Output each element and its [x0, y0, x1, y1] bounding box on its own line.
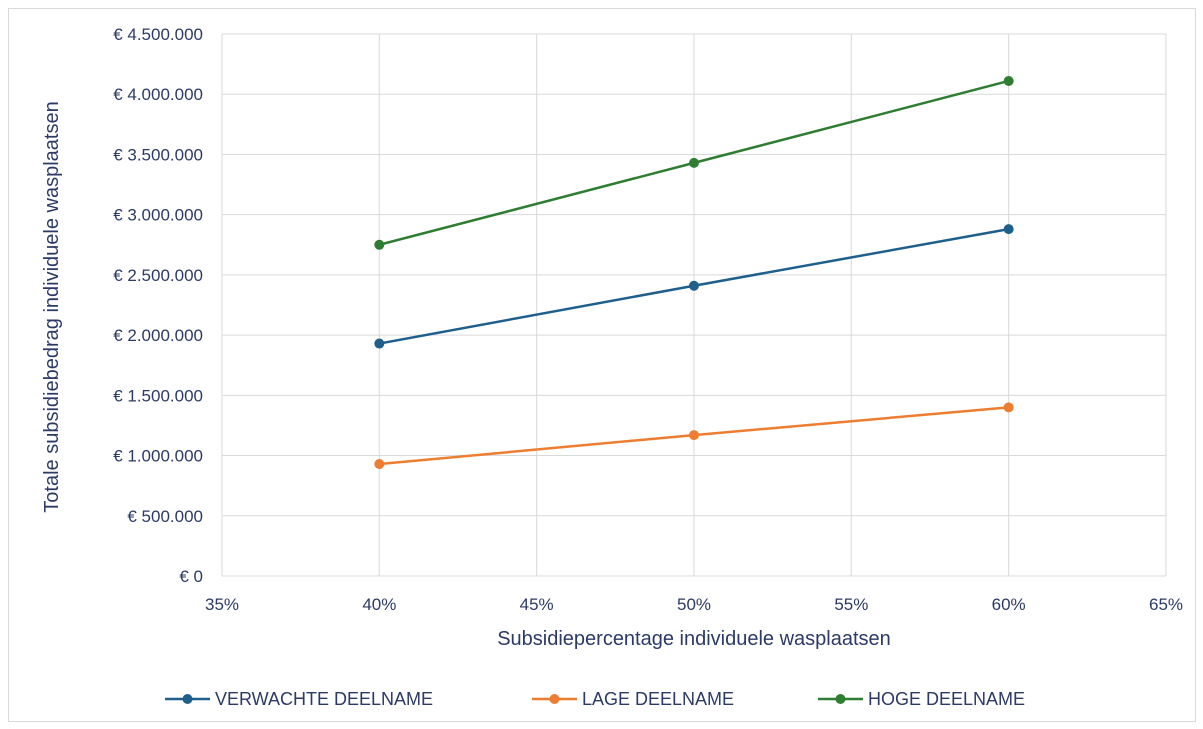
data-point — [1003, 224, 1014, 235]
y-tick-label: € 2.000.000 — [113, 326, 203, 345]
legend-label: VERWACHTE DEELNAME — [215, 689, 433, 709]
data-point — [1003, 75, 1014, 86]
y-axis-ticks: € 0 € 500.000 € 1.000.000 € 1.500.000 € 2.00… — [113, 25, 203, 586]
y-tick-label: € 0 — [179, 567, 203, 586]
data-point — [1003, 402, 1014, 413]
legend: VERWACHTE DEELNAME LAGE DEELNAME HOGE DEEL… — [165, 689, 1025, 709]
y-tick-label: € 2.500.000 — [113, 266, 203, 285]
legend-item: LAGE DEELNAME — [532, 689, 734, 709]
x-tick-label: 65% — [1149, 595, 1183, 614]
x-tick-label: 35% — [205, 595, 239, 614]
y-tick-label: € 4.000.000 — [113, 85, 203, 104]
legend-marker — [835, 694, 846, 704]
y-tick-label: € 1.000.000 — [113, 447, 203, 466]
y-tick-label: € 3.500.000 — [113, 145, 203, 164]
x-tick-label: 45% — [520, 595, 554, 614]
y-tick-label: € 4.500.000 — [113, 25, 203, 44]
legend-label: HOGE DEELNAME — [868, 689, 1025, 709]
y-tick-label: € 1.500.000 — [113, 386, 203, 405]
series-hoge-deelname — [374, 75, 1014, 250]
data-point — [689, 430, 699, 441]
x-tick-label: 40% — [362, 595, 396, 614]
legend-item: VERWACHTE DEELNAME — [165, 689, 433, 709]
chart-frame — [8, 8, 1196, 722]
y-tick-label: € 3.000.000 — [113, 206, 203, 225]
y-tick-label: € 500.000 — [127, 507, 203, 526]
legend-item: HOGE DEELNAME — [818, 689, 1025, 709]
grid-lines — [221, 33, 1167, 577]
x-tick-label: 60% — [992, 595, 1026, 614]
legend-marker — [182, 694, 193, 704]
x-axis-ticks: 35% 40% 45% 50% 55% 60% 65% — [205, 595, 1183, 614]
legend-label: LAGE DEELNAME — [582, 689, 734, 709]
x-axis-label: Subsidiepercentage individuele wasplaats… — [497, 628, 891, 650]
data-point — [689, 280, 699, 291]
series-lage-deelname — [374, 402, 1014, 469]
x-tick-label: 55% — [834, 595, 868, 614]
series-layer — [374, 75, 1014, 469]
data-point — [374, 338, 385, 349]
data-point — [689, 157, 699, 168]
y-axis-label: Totale subsidiebedrag individuele waspla… — [41, 101, 63, 512]
data-point — [374, 239, 385, 250]
series-verwachte-deelname — [374, 224, 1014, 349]
data-point — [374, 458, 385, 469]
x-tick-label: 50% — [677, 595, 711, 614]
legend-marker — [549, 694, 560, 704]
